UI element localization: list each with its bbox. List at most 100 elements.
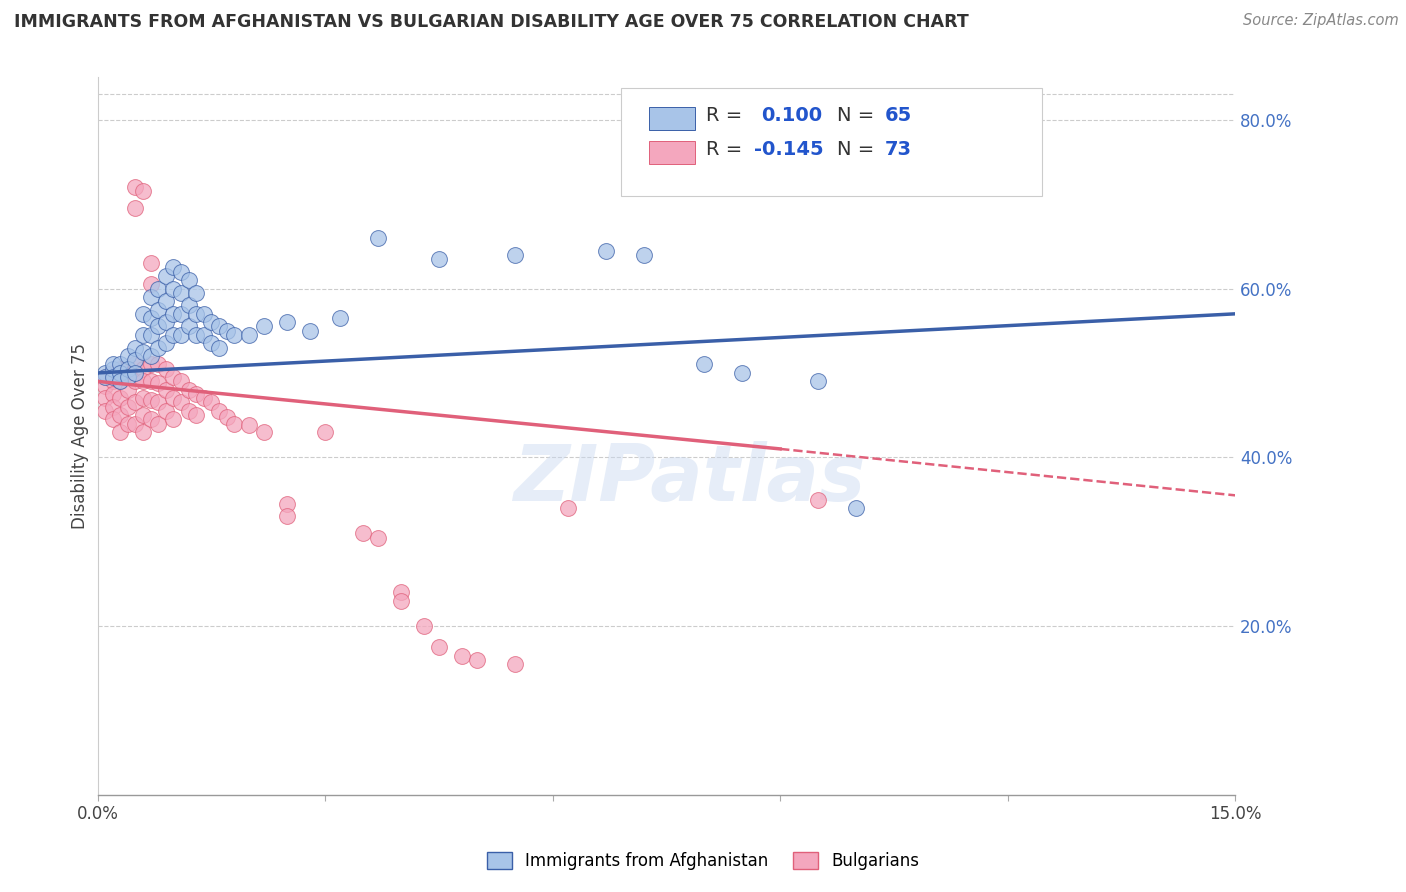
Point xyxy=(693,358,716,372)
Point xyxy=(94,391,117,405)
Point xyxy=(170,395,193,409)
Point xyxy=(170,265,193,279)
Point xyxy=(94,370,117,384)
Point xyxy=(148,376,170,390)
Point xyxy=(117,349,139,363)
Point xyxy=(124,353,146,368)
Point xyxy=(132,185,155,199)
Point xyxy=(253,425,276,439)
Point xyxy=(352,526,374,541)
Point xyxy=(186,408,208,422)
Point xyxy=(148,341,170,355)
Text: ZIPatlas: ZIPatlas xyxy=(513,442,865,517)
Point xyxy=(845,501,868,516)
Point xyxy=(450,648,472,663)
FancyBboxPatch shape xyxy=(650,107,695,130)
Point xyxy=(132,391,155,405)
Text: 0.100: 0.100 xyxy=(761,106,823,125)
Point xyxy=(170,327,193,342)
Point xyxy=(276,497,298,511)
Point xyxy=(110,375,132,389)
Point xyxy=(155,404,177,418)
Point xyxy=(117,370,139,384)
Point xyxy=(186,285,208,300)
Text: -0.145: -0.145 xyxy=(754,140,824,159)
Point xyxy=(200,395,222,409)
Point xyxy=(110,408,132,422)
Point xyxy=(170,307,193,321)
Point xyxy=(177,319,200,334)
Point xyxy=(208,341,231,355)
Point xyxy=(193,307,215,321)
Point xyxy=(148,302,170,317)
Point xyxy=(427,640,450,655)
Point xyxy=(110,361,132,376)
Text: N =: N = xyxy=(837,106,880,125)
Point xyxy=(314,425,336,439)
Point xyxy=(329,311,352,326)
Text: 73: 73 xyxy=(884,140,912,159)
Point xyxy=(155,294,177,309)
Point xyxy=(110,391,132,405)
Point xyxy=(412,619,434,633)
Point xyxy=(124,358,146,372)
Point xyxy=(139,392,162,407)
Point xyxy=(155,383,177,397)
Point xyxy=(367,531,389,545)
Point xyxy=(148,417,170,431)
Point xyxy=(101,412,124,426)
Point xyxy=(208,319,231,334)
Point xyxy=(139,358,162,372)
Text: R =: R = xyxy=(706,140,749,159)
Point xyxy=(238,418,260,433)
Point xyxy=(389,594,412,608)
Point xyxy=(110,358,132,372)
Point xyxy=(124,417,146,431)
Point xyxy=(139,290,162,304)
Point xyxy=(427,252,450,266)
Point xyxy=(148,395,170,409)
Point xyxy=(238,327,260,342)
Point xyxy=(101,370,124,384)
Point xyxy=(124,180,146,194)
Point xyxy=(731,366,754,380)
Point xyxy=(132,344,155,359)
Point xyxy=(155,315,177,329)
Point xyxy=(139,277,162,292)
Point xyxy=(155,361,177,376)
Point xyxy=(139,311,162,326)
Point xyxy=(132,408,155,422)
Point xyxy=(162,260,184,275)
Point xyxy=(200,315,222,329)
Point xyxy=(124,395,146,409)
Point xyxy=(110,375,132,389)
Text: 65: 65 xyxy=(884,106,912,125)
Point xyxy=(170,375,193,389)
Point xyxy=(124,366,146,380)
Point xyxy=(222,327,245,342)
Point xyxy=(276,315,298,329)
Point xyxy=(162,307,184,321)
Point xyxy=(177,383,200,397)
Legend: Immigrants from Afghanistan, Bulgarians: Immigrants from Afghanistan, Bulgarians xyxy=(479,845,927,877)
Point xyxy=(94,370,117,384)
Text: R =: R = xyxy=(706,106,749,125)
Text: N =: N = xyxy=(837,140,880,159)
Point xyxy=(193,391,215,405)
Point xyxy=(139,256,162,270)
Point xyxy=(148,281,170,295)
Point xyxy=(177,298,200,312)
Point xyxy=(132,307,155,321)
Point xyxy=(94,378,117,392)
Point xyxy=(117,361,139,376)
Point xyxy=(215,324,238,338)
Point xyxy=(186,307,208,321)
Point xyxy=(162,412,184,426)
FancyBboxPatch shape xyxy=(650,141,695,163)
Point xyxy=(503,657,526,672)
Point xyxy=(139,327,162,342)
Point xyxy=(177,404,200,418)
Text: Source: ZipAtlas.com: Source: ZipAtlas.com xyxy=(1243,13,1399,29)
Point xyxy=(101,366,124,380)
Point xyxy=(132,327,155,342)
